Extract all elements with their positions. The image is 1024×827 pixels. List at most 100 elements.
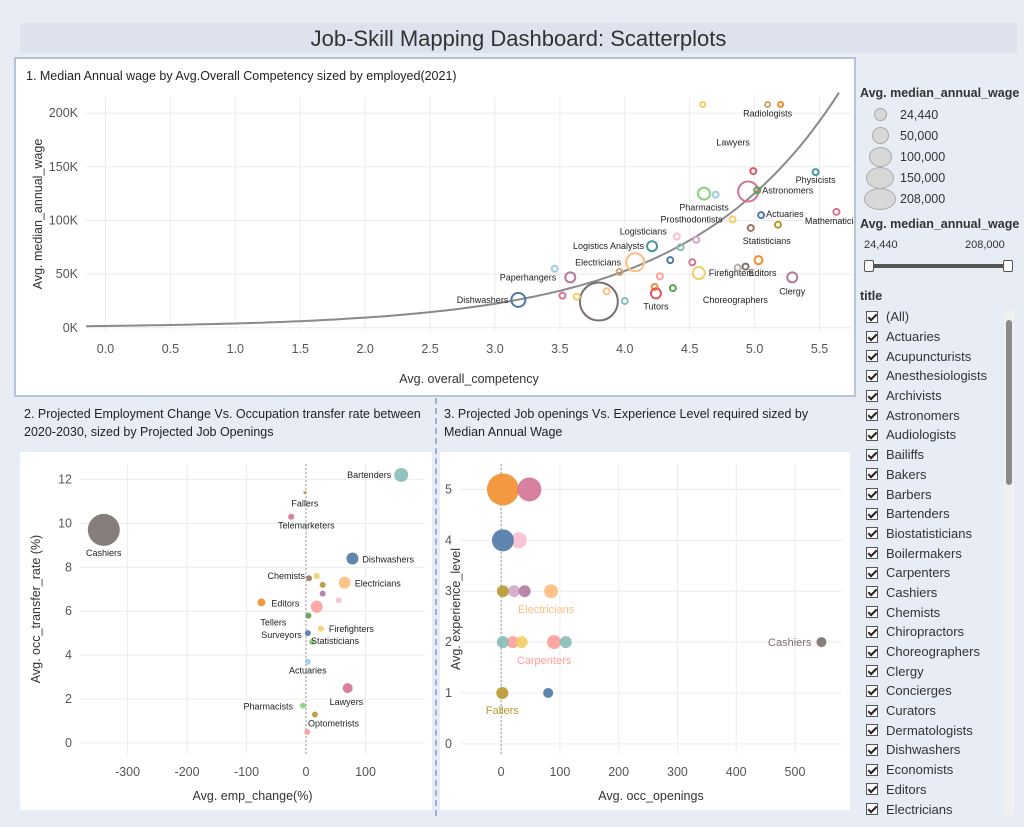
scatter-point[interactable] — [667, 257, 673, 263]
scatter-point[interactable] — [304, 729, 310, 735]
scatter-point[interactable] — [748, 225, 754, 231]
filter-item[interactable]: Anesthesiologists — [862, 366, 1002, 386]
scatter-point[interactable] — [547, 635, 561, 649]
filter-item[interactable]: Bailiffs — [862, 445, 1002, 465]
checkbox-checked-icon[interactable] — [866, 665, 878, 677]
checkbox-checked-icon[interactable] — [866, 311, 878, 323]
scatter-point[interactable] — [303, 491, 306, 494]
scatter-point[interactable] — [778, 102, 783, 107]
scatter-point[interactable] — [750, 168, 756, 174]
filter-item[interactable]: Bartenders — [862, 504, 1002, 524]
checkbox-checked-icon[interactable] — [866, 449, 878, 461]
chart-1-plot[interactable]: 0.0 0.5 1.0 1.5 2.0 2.5 3.0 3.5 4.0 4.5 5.0 5.5 0K 50… — [16, 59, 854, 395]
filter-item[interactable]: Chiropractors — [862, 622, 1002, 642]
checkbox-checked-icon[interactable] — [866, 626, 878, 638]
filter-item[interactable]: Biostatisticians — [862, 524, 1002, 544]
checkbox-checked-icon[interactable] — [866, 783, 878, 795]
filter-item[interactable]: Editors — [862, 780, 1002, 800]
scatter-point[interactable] — [657, 273, 663, 279]
scatter-point[interactable] — [580, 283, 618, 321]
scatter-point[interactable] — [775, 222, 781, 228]
checkbox-checked-icon[interactable] — [866, 705, 878, 717]
scatter-point[interactable] — [320, 582, 326, 588]
scatter-point[interactable] — [336, 597, 342, 603]
scatter-point[interactable] — [833, 209, 839, 215]
scatter-point[interactable] — [497, 636, 509, 648]
scatter-point[interactable] — [698, 188, 710, 200]
scatter-point[interactable] — [713, 192, 719, 198]
scatter-point[interactable] — [394, 468, 408, 482]
scatter-point[interactable] — [693, 237, 699, 243]
checkbox-checked-icon[interactable] — [866, 646, 878, 658]
scatter-point[interactable] — [343, 683, 353, 693]
range-slider-max-handle[interactable] — [1003, 260, 1013, 272]
scatter-point[interactable] — [487, 473, 519, 505]
checkbox-checked-icon[interactable] — [866, 685, 878, 697]
scatter-point[interactable] — [497, 585, 509, 597]
scatter-point[interactable] — [626, 253, 644, 271]
scatter-point[interactable] — [314, 573, 320, 579]
checkbox-checked-icon[interactable] — [866, 527, 878, 539]
scatter-point[interactable] — [320, 591, 326, 597]
scatter-point[interactable] — [689, 259, 695, 265]
filter-item[interactable]: Acupuncturists — [862, 346, 1002, 366]
scatter-point[interactable] — [305, 630, 311, 636]
filter-item[interactable]: Chemists — [862, 602, 1002, 622]
scatter-point[interactable] — [604, 288, 610, 294]
scatter-point[interactable] — [305, 613, 311, 619]
scatter-point[interactable] — [647, 241, 657, 251]
scatter-point[interactable] — [678, 244, 684, 250]
scatter-point[interactable] — [339, 577, 351, 589]
scatter-point[interactable] — [730, 216, 736, 222]
scatter-point[interactable] — [508, 585, 520, 597]
scatter-point[interactable] — [816, 637, 826, 647]
checkbox-checked-icon[interactable] — [866, 586, 878, 598]
filter-item[interactable]: Curators — [862, 701, 1002, 721]
filter-item[interactable]: Clergy — [862, 661, 1002, 681]
checkbox-checked-icon[interactable] — [866, 468, 878, 480]
filter-item[interactable]: Carpenters — [862, 563, 1002, 583]
checkbox-checked-icon[interactable] — [866, 488, 878, 500]
scatter-point[interactable] — [674, 234, 680, 240]
scatter-point[interactable] — [559, 293, 565, 299]
filter-item[interactable]: Archivists — [862, 386, 1002, 406]
scatter-point[interactable] — [519, 585, 531, 597]
scatter-point[interactable] — [758, 212, 764, 218]
checkbox-checked-icon[interactable] — [866, 724, 878, 736]
scatter-point[interactable] — [312, 711, 318, 717]
scatter-point[interactable] — [765, 102, 770, 107]
checkbox-checked-icon[interactable] — [866, 547, 878, 559]
scatter-point[interactable] — [318, 626, 324, 632]
range-slider-track[interactable] — [868, 264, 1008, 268]
filter-item[interactable]: Cashiers — [862, 583, 1002, 603]
scatter-point[interactable] — [670, 285, 676, 291]
checkbox-checked-icon[interactable] — [866, 606, 878, 618]
scatter-point[interactable] — [516, 636, 528, 648]
scatter-point[interactable] — [311, 601, 323, 613]
filter-item[interactable]: Economists — [862, 760, 1002, 780]
filter-item[interactable]: Electricians — [862, 799, 1002, 815]
checkbox-checked-icon[interactable] — [866, 508, 878, 520]
range-slider-min-handle[interactable] — [864, 260, 874, 272]
filter-scrollbar[interactable] — [1006, 320, 1012, 485]
checkbox-checked-icon[interactable] — [866, 370, 878, 382]
scatter-point[interactable] — [560, 636, 572, 648]
checkbox-checked-icon[interactable] — [866, 390, 878, 402]
filter-item[interactable]: Actuaries — [862, 327, 1002, 347]
scatter-point[interactable] — [755, 256, 763, 264]
filter-item[interactable]: Concierges — [862, 681, 1002, 701]
filter-item[interactable]: Dermatologists — [862, 720, 1002, 740]
scatter-point[interactable] — [305, 659, 311, 665]
scatter-point[interactable] — [743, 264, 749, 270]
chart-3-plot[interactable]: 0 100 200 300 400 500012345Avg. occ_openingsA… — [440, 452, 850, 810]
scatter-point[interactable] — [574, 294, 580, 300]
scatter-point[interactable] — [700, 102, 705, 107]
filter-item[interactable]: Boilermakers — [862, 543, 1002, 563]
filter-item[interactable]: Astronomers — [862, 405, 1002, 425]
filter-item[interactable]: Barbers — [862, 484, 1002, 504]
checkbox-checked-icon[interactable] — [866, 803, 878, 815]
scatter-point[interactable] — [693, 267, 705, 279]
scatter-point[interactable] — [306, 575, 312, 581]
filter-item[interactable]: Dishwashers — [862, 740, 1002, 760]
checkbox-checked-icon[interactable] — [866, 567, 878, 579]
